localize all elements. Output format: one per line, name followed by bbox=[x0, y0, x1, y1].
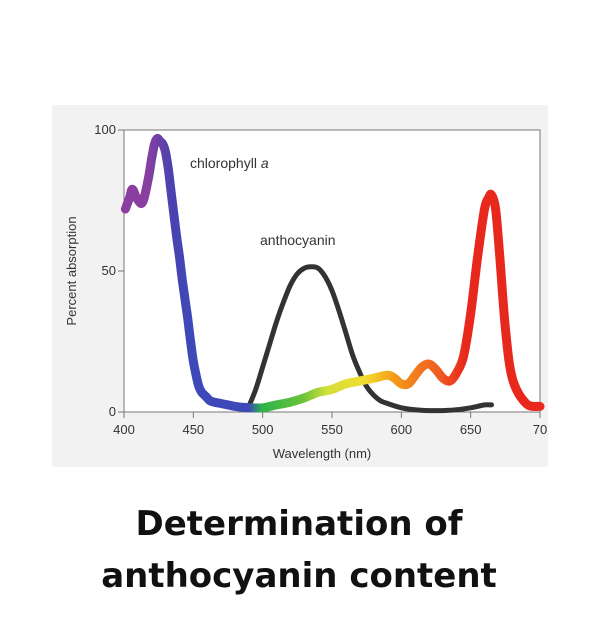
axis-labels: Wavelength (nm) Percent absorption bbox=[64, 216, 371, 461]
y-tick-label-100: 100 bbox=[94, 122, 116, 137]
series-lines bbox=[120, 134, 545, 414]
caption: Determination of anthocyanin content bbox=[0, 498, 598, 602]
series-label-anthocyanin: anthocyanin bbox=[260, 232, 336, 248]
x-tick-label-700: 70 bbox=[533, 422, 547, 437]
x-tick-label-600: 600 bbox=[390, 422, 412, 437]
x-axis-label: Wavelength (nm) bbox=[273, 446, 372, 461]
series-line-anthocyanin bbox=[246, 264, 494, 414]
y-axis-label: Percent absorption bbox=[64, 216, 79, 325]
x-tick-label-650: 650 bbox=[460, 422, 482, 437]
series-label-chlorophyll-a: chlorophyll a bbox=[190, 155, 269, 171]
caption-title-line-1: Determination of bbox=[135, 504, 463, 544]
series-line-chlorophyll-a bbox=[120, 134, 545, 413]
x-tick-label-550: 550 bbox=[321, 422, 343, 437]
x-tick-label-400: 400 bbox=[113, 422, 135, 437]
x-tick-label-450: 450 bbox=[182, 422, 204, 437]
caption-title-line-2: anthocyanin content bbox=[101, 556, 497, 596]
y-tick-label-0: 0 bbox=[109, 404, 116, 419]
x-tick-label-500: 500 bbox=[252, 422, 274, 437]
y-tick-label-50: 50 bbox=[102, 263, 116, 278]
